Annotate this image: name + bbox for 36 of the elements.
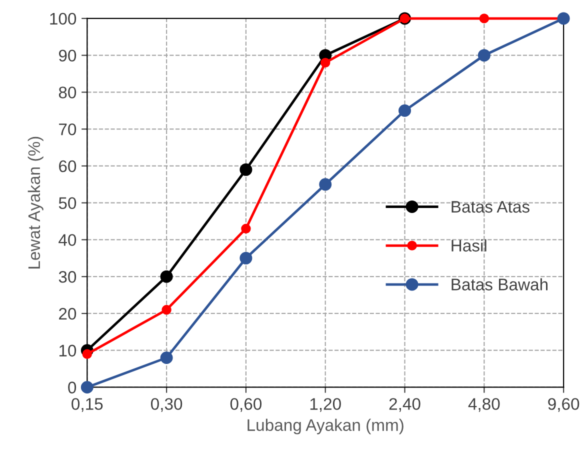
y-axis-title: Lewat Ayakan (%) bbox=[28, 136, 44, 268]
point bbox=[82, 349, 92, 359]
point bbox=[478, 49, 490, 62]
x-tick-label: 2,40 bbox=[389, 398, 420, 412]
x-tick-label: 1,20 bbox=[310, 398, 341, 412]
legend-label: Batas Bawah bbox=[452, 278, 548, 290]
x-tick-label: 0,60 bbox=[230, 398, 262, 412]
y-tick-label: 0 bbox=[68, 382, 76, 394]
x-tick-label: 9,60 bbox=[548, 398, 580, 412]
x-tick-label: 0,30 bbox=[150, 398, 182, 412]
point bbox=[320, 58, 330, 68]
y-tick-label: 90 bbox=[58, 50, 76, 62]
y-tick-label: 30 bbox=[58, 271, 76, 283]
x-tick-label: 4,80 bbox=[468, 398, 500, 412]
point bbox=[319, 178, 332, 191]
point bbox=[240, 252, 252, 264]
y-tick-label: 70 bbox=[59, 123, 76, 136]
y-tick-label: 80 bbox=[58, 86, 76, 98]
point bbox=[162, 304, 172, 315]
y-tick-label: 60 bbox=[59, 160, 76, 172]
point bbox=[241, 224, 251, 234]
point bbox=[80, 380, 94, 394]
y-tick-label: 10 bbox=[59, 344, 76, 357]
y-tick-label: 100 bbox=[50, 12, 76, 25]
legend-label: Hasil bbox=[452, 239, 486, 252]
point bbox=[240, 163, 252, 176]
y-tick-label: 20 bbox=[59, 308, 76, 320]
y-tick-label: 40 bbox=[58, 234, 76, 246]
x-tick-label: 0,15 bbox=[72, 398, 103, 412]
x-axis-title: Lubang Ayakan (mm) bbox=[248, 418, 404, 434]
point bbox=[160, 351, 173, 364]
point bbox=[398, 104, 412, 117]
point bbox=[479, 14, 490, 24]
point bbox=[160, 270, 173, 283]
y-tick-label: 50 bbox=[58, 197, 76, 210]
legend-label: Batas Atas bbox=[452, 201, 530, 213]
